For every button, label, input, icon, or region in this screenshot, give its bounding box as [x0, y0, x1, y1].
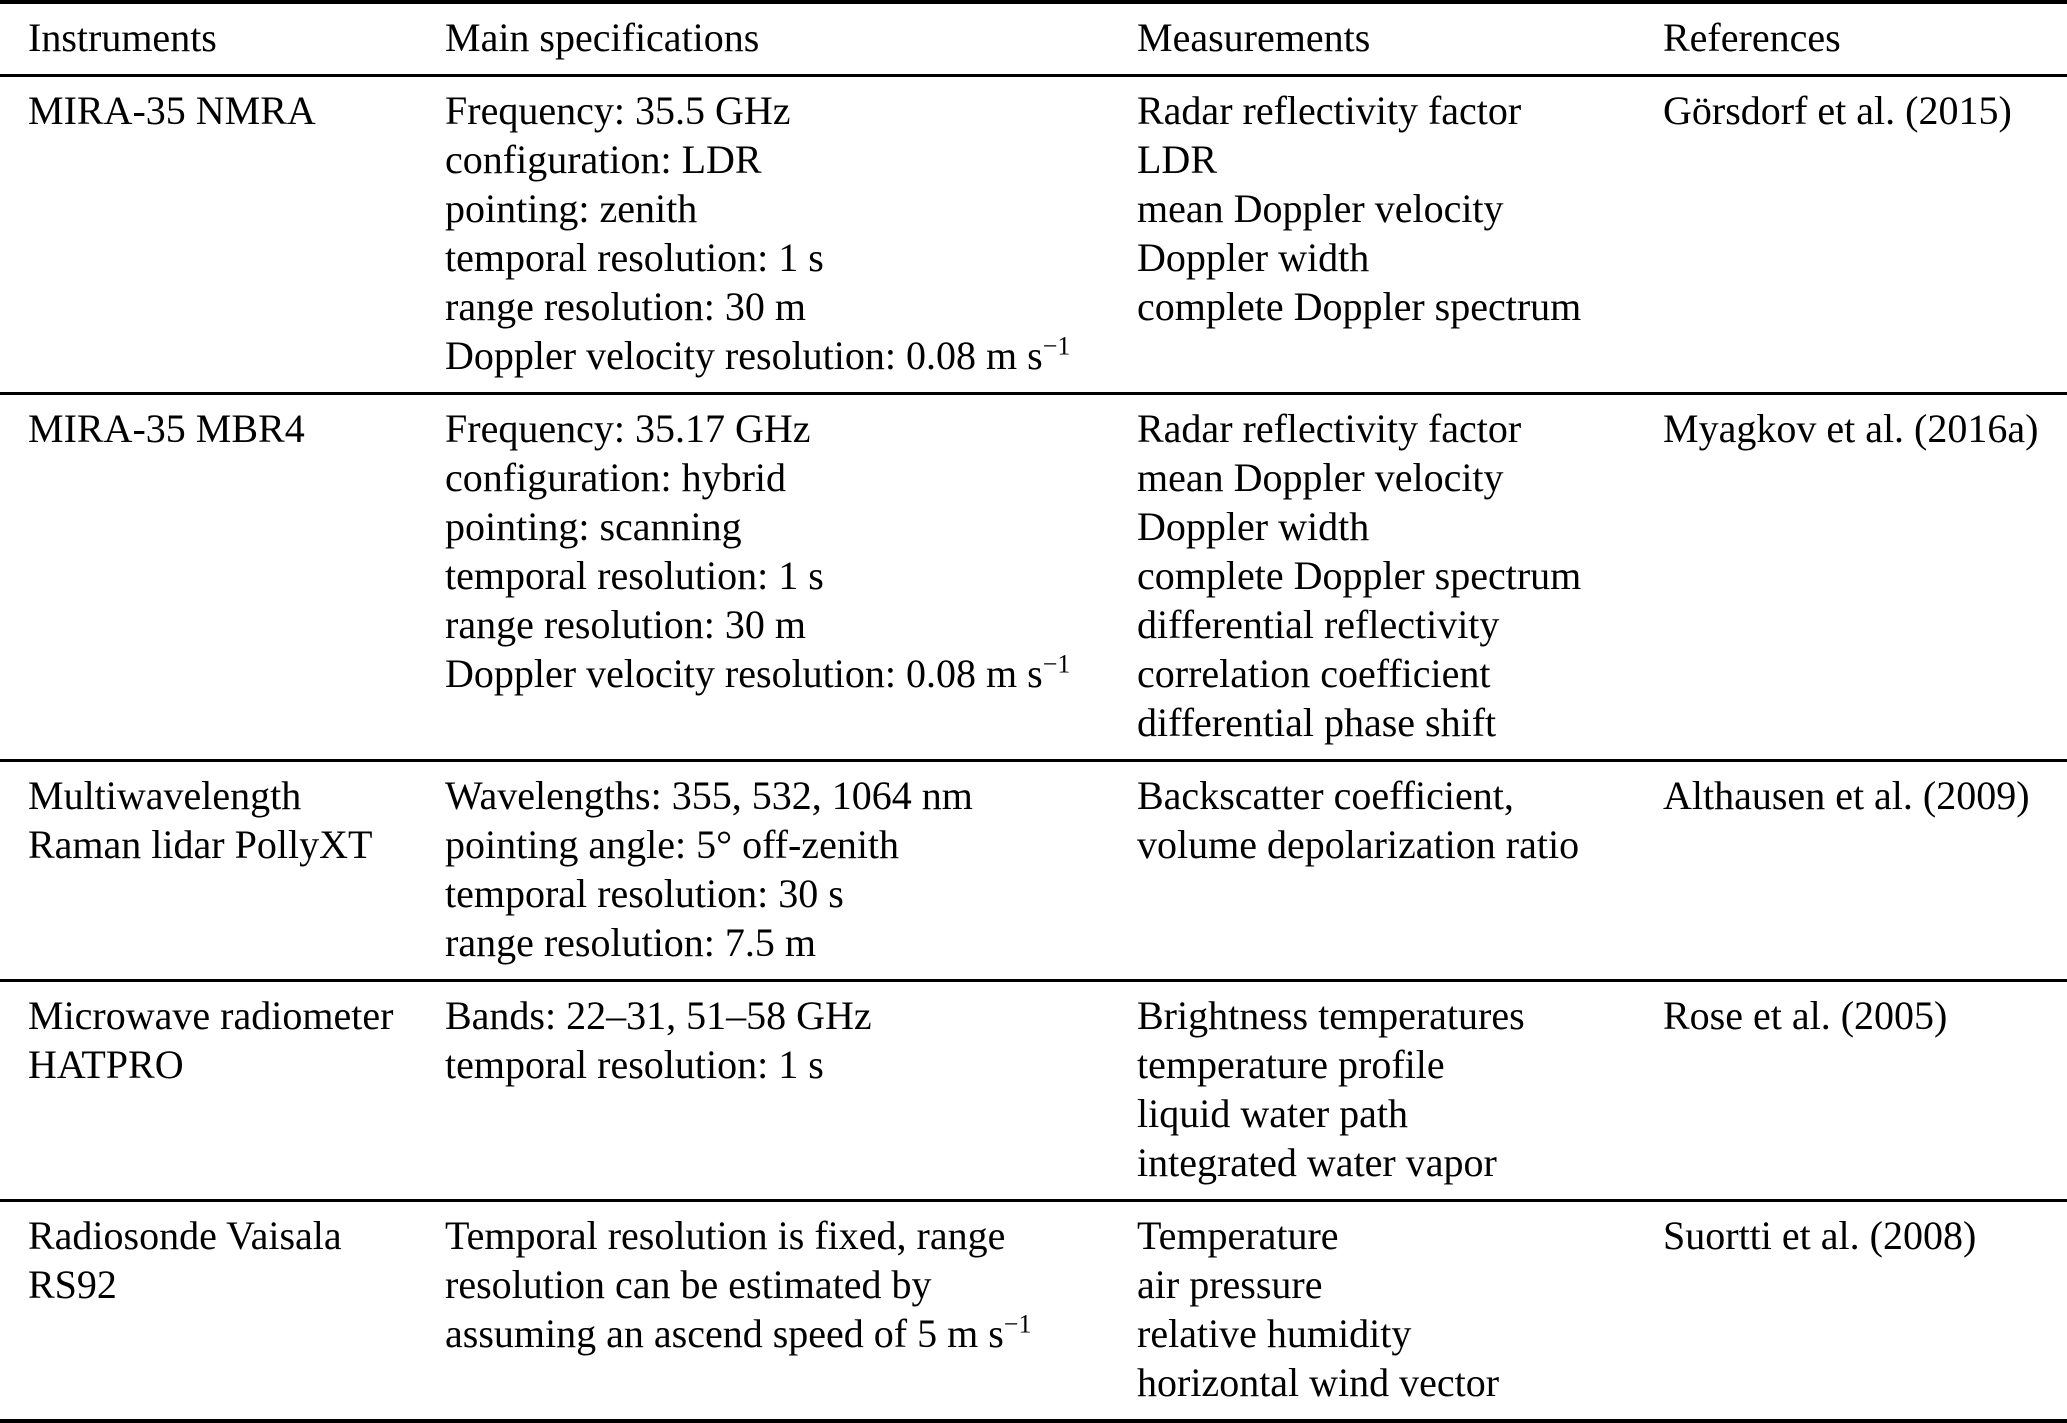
table-row: Microwave radiometer HATPRO Bands: 22–31, … — [0, 980, 2067, 1201]
text-line: Wavelengths: 355, 532, 1064 nm — [445, 773, 973, 818]
text-line: Doppler velocity resolution: 0.08 m s−1 — [445, 649, 1071, 696]
text-line: configuration: LDR — [445, 137, 762, 182]
text-line: Radar reflectivity factor — [1137, 88, 1522, 133]
text-line: range resolution: 30 m — [445, 284, 807, 329]
text-line: Radiosonde Vaisala — [28, 1213, 342, 1258]
text-line: relative humidity — [1137, 1311, 1412, 1356]
text-line: complete Doppler spectrum — [1137, 553, 1582, 598]
cell-reference: Suortti et al. (2008) — [1635, 1201, 2067, 1422]
text-line: integrated water vapor — [1137, 1140, 1497, 1185]
cell-measurements: Radar reflectivity factor mean Doppler ve… — [1109, 394, 1635, 761]
text-line: volume depolarization ratio — [1137, 822, 1580, 867]
text-line: Doppler width — [1137, 235, 1370, 280]
text-line: HATPRO — [28, 1042, 184, 1087]
text-line: air pressure — [1137, 1262, 1323, 1307]
text-line: MIRA-35 MBR4 — [28, 406, 305, 451]
table-row: Multiwavelength Raman lidar PollyXT Wavele… — [0, 760, 2067, 981]
text-line: Backscatter coefficient, — [1137, 773, 1514, 818]
cell-specifications: Frequency: 35.5 GHz configuration: LDR poi… — [417, 76, 1109, 394]
text-line: Multiwavelength — [28, 773, 302, 818]
text-line: Doppler velocity resolution: 0.08 m s−1 — [445, 331, 1071, 378]
header-row: Instruments Main specifications Measurem… — [0, 2, 2067, 76]
text-line: complete Doppler spectrum — [1137, 284, 1582, 329]
text-line: Frequency: 35.5 GHz — [445, 88, 791, 133]
text-line: range resolution: 7.5 m — [445, 920, 817, 965]
text-line: Suortti et al. (2008) — [1663, 1213, 1977, 1258]
text-line: Myagkov et al. (2016a) — [1663, 406, 2039, 451]
text-line: temporal resolution: 30 s — [445, 871, 844, 916]
text-line: correlation coefficient — [1137, 651, 1491, 696]
text-line: Bands: 22–31, 51–58 GHz — [445, 993, 872, 1038]
text-line: RS92 — [28, 1262, 117, 1307]
text-line: pointing angle: 5° off-zenith — [445, 822, 900, 867]
text-line: resolution can be estimated by — [445, 1262, 932, 1307]
text-line: assuming an ascend speed of 5 m s−1 — [445, 1309, 1032, 1356]
column-header-specifications: Main specifications — [445, 15, 760, 60]
cell-measurements: Backscatter coefficient, volume depolariz… — [1109, 761, 1635, 981]
column-header-instruments: Instruments — [28, 15, 217, 60]
text-line: Rose et al. (2005) — [1663, 993, 1948, 1038]
cell-specifications: Temporal resolution is fixed, range resol… — [417, 1201, 1109, 1422]
text-line: Temporal resolution is fixed, range — [445, 1213, 1006, 1258]
superscript: −1 — [1042, 331, 1071, 361]
text-line: range resolution: 30 m — [445, 602, 807, 647]
text-line: pointing: zenith — [445, 186, 698, 231]
text-line: mean Doppler velocity — [1137, 186, 1504, 231]
cell-instrument: Microwave radiometer HATPRO — [0, 981, 417, 1201]
cell-reference: Rose et al. (2005) — [1635, 981, 2067, 1201]
cell-instrument: Radiosonde Vaisala RS92 — [0, 1201, 417, 1422]
cell-specifications: Bands: 22–31, 51–58 GHz temporal resoluti… — [417, 981, 1109, 1201]
text-line: Frequency: 35.17 GHz — [445, 406, 811, 451]
cell-instrument: MIRA-35 NMRA — [0, 76, 417, 394]
superscript: −1 — [1003, 1309, 1032, 1339]
text-line: Brightness temperatures — [1137, 993, 1525, 1038]
text-line: pointing: scanning — [445, 504, 742, 549]
text-line: MIRA-35 NMRA — [28, 88, 316, 133]
cell-reference: Althausen et al. (2009) — [1635, 761, 2067, 981]
text-line: Raman lidar PollyXT — [28, 822, 373, 867]
text-line: differential phase shift — [1137, 700, 1497, 745]
text-line: Microwave radiometer — [28, 993, 394, 1038]
cell-specifications: Frequency: 35.17 GHz configuration: hybri… — [417, 394, 1109, 761]
cell-instrument: MIRA-35 MBR4 — [0, 394, 417, 761]
cell-reference: Myagkov et al. (2016a) — [1635, 394, 2067, 761]
text-line: configuration: hybrid — [445, 455, 787, 500]
text-line: liquid water path — [1137, 1091, 1409, 1136]
column-header-measurements: Measurements — [1137, 15, 1371, 60]
cell-measurements: Radar reflectivity factor LDR mean Doppler… — [1109, 76, 1635, 394]
cell-measurements: Temperature air pressure relative humidity… — [1109, 1201, 1635, 1422]
text-line: mean Doppler velocity — [1137, 455, 1504, 500]
column-header-references: References — [1663, 15, 1841, 60]
text-line: Görsdorf et al. (2015) — [1663, 88, 2012, 133]
text-line: temperature profile — [1137, 1042, 1445, 1087]
cell-specifications: Wavelengths: 355, 532, 1064 nm pointing a… — [417, 761, 1109, 981]
text-line: temporal resolution: 1 s — [445, 553, 824, 598]
text-line: temporal resolution: 1 s — [445, 235, 824, 280]
text-line: LDR — [1137, 137, 1217, 182]
table-body: MIRA-35 NMRA Frequency: 35.5 GHz configura… — [0, 76, 2067, 1422]
table-row: MIRA-35 MBR4 Frequency: 35.17 GHz configur… — [0, 393, 2067, 761]
table-header: Instruments Main specifications Measurem… — [0, 2, 2067, 76]
text-line: Althausen et al. (2009) — [1663, 773, 2030, 818]
text-line: horizontal wind vector — [1137, 1360, 1500, 1405]
table-row: Radiosonde Vaisala RS92 Temporal resolutio… — [0, 1200, 2067, 1422]
cell-reference: Görsdorf et al. (2015) — [1635, 76, 2067, 394]
text-line: Radar reflectivity factor — [1137, 406, 1522, 451]
text-line: differential reflectivity — [1137, 602, 1500, 647]
text-line: Doppler width — [1137, 504, 1370, 549]
cell-measurements: Brightness temperatures temperature profi… — [1109, 981, 1635, 1201]
cell-instrument: Multiwavelength Raman lidar PollyXT — [0, 761, 417, 981]
text-line: temporal resolution: 1 s — [445, 1042, 824, 1087]
table-row: MIRA-35 NMRA Frequency: 35.5 GHz configura… — [0, 76, 2067, 394]
superscript: −1 — [1042, 649, 1071, 679]
text-line: Temperature — [1137, 1213, 1339, 1258]
